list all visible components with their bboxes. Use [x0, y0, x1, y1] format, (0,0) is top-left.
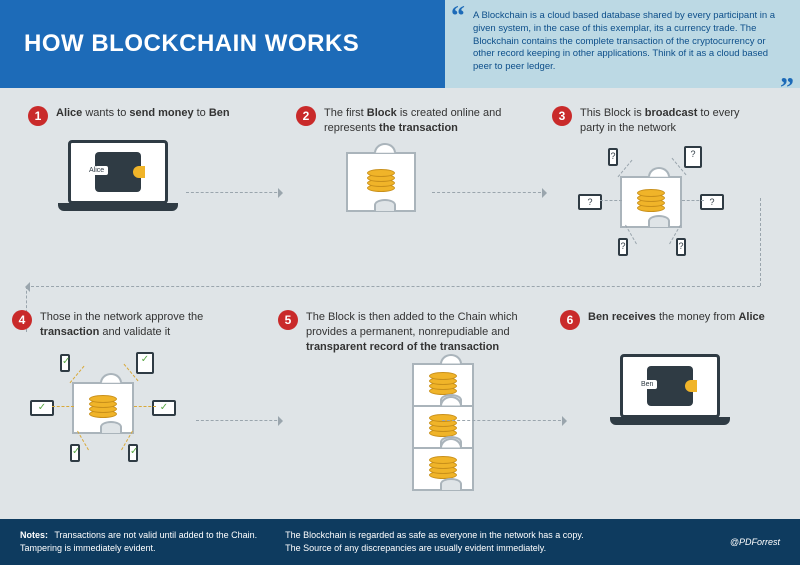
header: HOW BLOCKCHAIN WORKS “ A Blockchain is a… [0, 0, 800, 88]
step-badge: 1 [28, 106, 48, 126]
step-text: Ben receives the money from Alice [588, 310, 765, 325]
tablet-icon: ? [684, 146, 702, 168]
infographic: HOW BLOCKCHAIN WORKS “ A Blockchain is a… [0, 0, 800, 565]
footer: Notes: Transactions are not valid until … [0, 519, 800, 565]
wallet-icon: Ben [647, 366, 693, 406]
step-text: The first Block is created online and re… [324, 106, 504, 136]
arrow-icon [442, 420, 566, 421]
step-1: 1 Alice wants to send money to Ben Alice [28, 106, 248, 211]
step-badge: 6 [560, 310, 580, 330]
laptop-icon: ✓ [152, 400, 176, 416]
intro-quote: “ A Blockchain is a cloud based database… [445, 0, 800, 88]
step-text: Alice wants to send money to Ben [56, 106, 230, 121]
step-badge: 3 [552, 106, 572, 126]
tablet-icon: ✓ [136, 352, 154, 374]
step-5: 5 The Block is then added to the Chain w… [278, 310, 538, 489]
quote-text: A Blockchain is a cloud based database s… [473, 10, 775, 72]
step-text: The Block is then added to the Chain whi… [306, 310, 526, 355]
phone-icon: ✓ [60, 354, 70, 372]
notes-label: Notes: [20, 530, 48, 540]
arrow-icon [196, 420, 282, 421]
phone-icon: ? [676, 238, 686, 256]
phone-icon: ? [618, 238, 628, 256]
blockchain-chain-icon [348, 363, 538, 489]
arrow-icon [26, 286, 760, 287]
validate-network-icon: ✓ ✓ ✓ ✓ ✓ ✓ [30, 348, 180, 468]
title-bar: HOW BLOCKCHAIN WORKS [0, 0, 445, 88]
step-badge: 5 [278, 310, 298, 330]
laptop-icon: ✓ [30, 400, 54, 416]
phone-icon: ✓ [70, 444, 80, 462]
wallet-icon: Alice [95, 152, 141, 192]
notes-col-1: Notes: Transactions are not valid until … [20, 529, 257, 554]
step-6: 6 Ben receives the money from Alice Ben [560, 310, 780, 425]
diagram-body: 1 Alice wants to send money to Ben Alice… [0, 88, 800, 565]
laptop-icon: ? [700, 194, 724, 210]
laptop-alice-icon: Alice [58, 140, 178, 211]
quote-open-icon: “ [451, 0, 465, 36]
block-puzzle-icon [346, 152, 416, 212]
laptop-ben-icon: Ben [610, 354, 730, 425]
credit: @PDForrest [730, 537, 780, 547]
arrow-icon [186, 192, 282, 193]
arrow-icon [760, 198, 761, 286]
step-badge: 2 [296, 106, 316, 126]
step-2: 2 The first Block is created online and … [296, 106, 516, 212]
phone-icon: ✓ [128, 444, 138, 462]
page-title: HOW BLOCKCHAIN WORKS [24, 30, 359, 58]
wallet-tag: Alice [85, 166, 108, 175]
phone-icon: ? [608, 148, 618, 166]
step-text: This Block is broadcast to every party i… [580, 106, 760, 136]
broadcast-network-icon: ? ? ? ? ? ? [578, 142, 728, 262]
coins-icon [367, 170, 395, 194]
laptop-icon: ? [578, 194, 602, 210]
notes-col-2: The Blockchain is regarded as safe as ev… [285, 529, 584, 554]
step-4: 4 Those in the network approve the trans… [12, 310, 242, 468]
step-text: Those in the network approve the transac… [40, 310, 220, 340]
wallet-tag: Ben [637, 380, 657, 389]
arrow-icon [432, 192, 546, 193]
step-3: 3 This Block is broadcast to every party… [552, 106, 782, 262]
step-badge: 4 [12, 310, 32, 330]
